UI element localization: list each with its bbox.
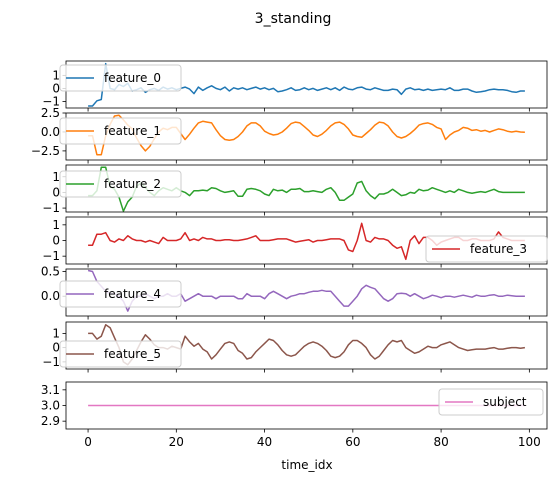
legend-label: feature_2 <box>104 177 161 191</box>
legend-box <box>59 117 182 145</box>
legend: feature_3 <box>425 235 548 263</box>
y-tick-label: 0 <box>52 185 60 199</box>
y-tick-label: 0 <box>52 234 60 248</box>
legend: feature_2 <box>59 170 182 198</box>
legend-box <box>59 170 182 198</box>
figure-title: 3_standing <box>255 11 332 27</box>
y-tick-label: 0.5 <box>41 264 60 278</box>
y-tick-label: 0.0 <box>41 125 60 139</box>
legend-box <box>59 64 182 92</box>
x-tick-label: 80 <box>433 435 448 449</box>
legend: feature_0 <box>59 64 182 92</box>
x-tick-label: 40 <box>257 435 272 449</box>
subplot-5: −101 feature_5 <box>42 321 548 373</box>
legend-box <box>425 235 548 263</box>
legend: subject <box>438 388 544 416</box>
subplot-1: −2.5 0.0 2.5 feature_1 <box>31 106 548 164</box>
legend-label: feature_3 <box>470 242 527 256</box>
legend-box <box>59 340 182 368</box>
subplot-2: −1 01 feature_2 <box>42 164 548 216</box>
y-tick-label: 2.5 <box>41 106 60 120</box>
x-tick-label: 20 <box>169 435 184 449</box>
legend: feature_4 <box>59 280 182 308</box>
legend-label: feature_4 <box>104 287 161 301</box>
y-tick-label: 3.0 <box>41 399 60 413</box>
y-tick-label: 1 <box>52 170 60 184</box>
y-tick-label: 0 <box>52 81 60 95</box>
y-tick-label: 1 <box>52 326 60 340</box>
subplot-0: −101 feature_0 <box>42 60 548 112</box>
legend: feature_1 <box>59 117 182 145</box>
legend: feature_5 <box>59 340 182 368</box>
subplot-4: 0.0 0.5 feature_4 <box>41 264 548 320</box>
x-tick-label: 0 <box>84 435 92 449</box>
legend-box <box>59 280 182 308</box>
y-tick-label: −1 <box>42 94 60 108</box>
legend-box <box>438 388 544 416</box>
y-tick-label: 2.9 <box>41 414 60 428</box>
y-tick-label: −2.5 <box>31 144 60 158</box>
y-tick-label: −1 <box>42 249 60 263</box>
legend-label: feature_1 <box>104 124 161 138</box>
subplot-6: 2.93.0 3.1 0 20 40 60 80 100 subject <box>41 381 548 449</box>
y-tick-label: −1 <box>42 355 60 369</box>
legend-label: subject <box>483 395 527 409</box>
y-tick-label: 1 <box>52 68 60 82</box>
x-tick-label: 100 <box>518 435 541 449</box>
y-tick-label: 0 <box>52 341 60 355</box>
y-tick-label: −1 <box>42 201 60 215</box>
x-tick-label: 60 <box>345 435 360 449</box>
y-tick-label: 1 <box>52 218 60 232</box>
y-tick-label: 0.0 <box>41 289 60 303</box>
subplot-3: −10 1 feature_3 <box>42 216 548 268</box>
x-axis-label: time_idx <box>281 458 332 472</box>
subplots: −101 feature_0−2.50.02.5feature_1−101feat… <box>31 60 548 449</box>
legend-label: feature_5 <box>104 347 161 361</box>
y-tick-label: 3.1 <box>41 383 60 397</box>
legend-label: feature_0 <box>104 71 161 85</box>
